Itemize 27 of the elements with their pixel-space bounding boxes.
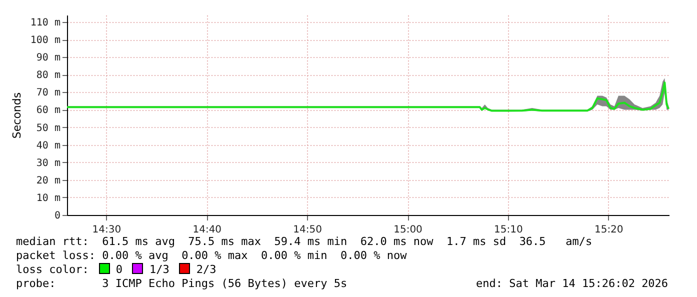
y-tick-label: 10 m: [36, 192, 60, 204]
y-tick-label: 50 m: [36, 122, 60, 134]
y-tick-label: 60 m: [36, 105, 60, 116]
y-tick-label: 100 m: [30, 35, 60, 46]
y-tick-label: 90 m: [36, 52, 60, 64]
y-tick-label: 20 m: [36, 175, 60, 186]
text: loss color:: [16, 263, 89, 276]
text: 0: [116, 263, 122, 276]
y-tick-label: 110 m: [30, 18, 60, 29]
y-tick-label: 40 m: [36, 140, 60, 152]
x-tick-label: 15:00: [394, 224, 422, 236]
text: median rtt: 61.5 ms avg 75.5 ms max 59.4 ms min 62.0 ms now 1.7 ms sd 36.5 am/s: [16, 235, 592, 248]
y-axis-title: Seconds: [10, 92, 24, 139]
y-tick-label: 30 m: [36, 158, 60, 169]
text: end: Sat Mar 14 15:26:02 2026: [476, 277, 668, 290]
x-tick-label: 14:30: [92, 224, 122, 236]
text: 1/3: [149, 263, 170, 276]
x-tick-label: 14:40: [192, 224, 222, 236]
x-tick-label: 15:20: [594, 224, 624, 236]
text: packet loss: 0.00 % avg 0.00 % max 0.00 % min 0.00 % now: [16, 249, 407, 262]
x-tick-label: 15:10: [494, 224, 523, 236]
x-tick-label: 14:50: [293, 224, 322, 236]
text: 2/3: [196, 263, 216, 276]
y-tick-label: 80 m: [36, 70, 60, 82]
text: probe: 3 ICMP Echo Pings (56 Bytes) every 5s: [16, 277, 348, 290]
y-tick-label: 0: [54, 210, 60, 222]
y-tick-label: 70 m: [36, 88, 60, 99]
